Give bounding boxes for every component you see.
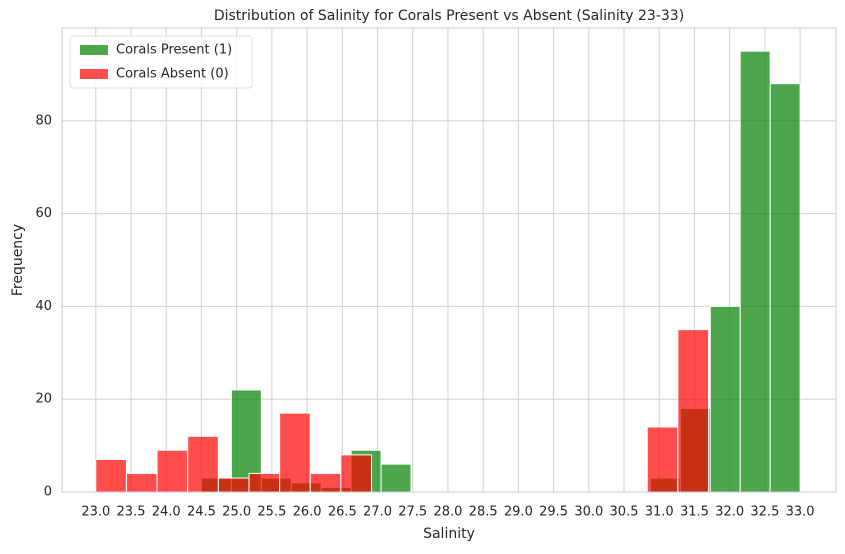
bar bbox=[677, 329, 710, 493]
x-tick-label: 30.0 bbox=[574, 505, 603, 520]
x-tick-label: 28.5 bbox=[469, 505, 498, 520]
bar bbox=[279, 412, 311, 493]
x-tick-label: 27.5 bbox=[398, 505, 427, 520]
bar bbox=[769, 83, 801, 493]
bar bbox=[709, 305, 741, 493]
x-tick-label: 28.0 bbox=[433, 505, 462, 520]
legend: Corals Present (1) Corals Absent (0) bbox=[69, 35, 253, 89]
x-tick-label: 24.0 bbox=[152, 505, 181, 520]
x-tick-label: 26.0 bbox=[293, 505, 322, 520]
bar bbox=[380, 463, 412, 493]
x-tick-label: 29.0 bbox=[504, 505, 533, 520]
x-tick-label: 31.0 bbox=[645, 505, 674, 520]
x-tick-label: 25.0 bbox=[222, 505, 251, 520]
y-tick-label: 0 bbox=[44, 485, 52, 500]
bar bbox=[187, 435, 219, 493]
bar bbox=[309, 472, 342, 493]
x-tick-label: 33.0 bbox=[786, 505, 815, 520]
y-tick-label: 60 bbox=[35, 206, 52, 221]
plot-frame bbox=[61, 27, 837, 493]
x-tick-label: 23.0 bbox=[81, 505, 110, 520]
x-tick-label: 24.5 bbox=[187, 505, 216, 520]
x-tick-label: 31.5 bbox=[680, 505, 709, 520]
y-tick-label: 40 bbox=[35, 299, 52, 314]
x-tick-label: 26.5 bbox=[328, 505, 357, 520]
bar bbox=[125, 472, 158, 493]
legend-swatch bbox=[80, 45, 108, 55]
x-tick-label: 30.5 bbox=[610, 505, 639, 520]
legend-box bbox=[69, 35, 253, 89]
x-tick-label: 29.5 bbox=[539, 505, 568, 520]
legend-label: Corals Present (1) bbox=[116, 43, 232, 58]
bar bbox=[217, 477, 250, 493]
bar bbox=[646, 426, 679, 493]
legend-label: Corals Absent (0) bbox=[116, 67, 229, 82]
bar bbox=[739, 50, 771, 493]
y-tick-label: 80 bbox=[35, 113, 52, 128]
bar bbox=[340, 454, 373, 493]
x-tick-label: 23.5 bbox=[117, 505, 146, 520]
y-axis-label: Frequency bbox=[10, 224, 26, 296]
x-tick-label: 27.0 bbox=[363, 505, 392, 520]
bar bbox=[156, 449, 189, 493]
x-tick-label: 32.5 bbox=[750, 505, 779, 520]
bar bbox=[248, 472, 281, 493]
x-tick-label: 32.0 bbox=[715, 505, 744, 520]
x-axis-label: Salinity bbox=[423, 526, 475, 542]
bar bbox=[95, 459, 127, 493]
bar bbox=[230, 389, 262, 493]
chart-title: Distribution of Salinity for Corals Pres… bbox=[214, 8, 684, 24]
legend-swatch bbox=[80, 69, 108, 79]
x-tick-label: 25.5 bbox=[257, 505, 286, 520]
y-tick-label: 20 bbox=[35, 392, 52, 407]
